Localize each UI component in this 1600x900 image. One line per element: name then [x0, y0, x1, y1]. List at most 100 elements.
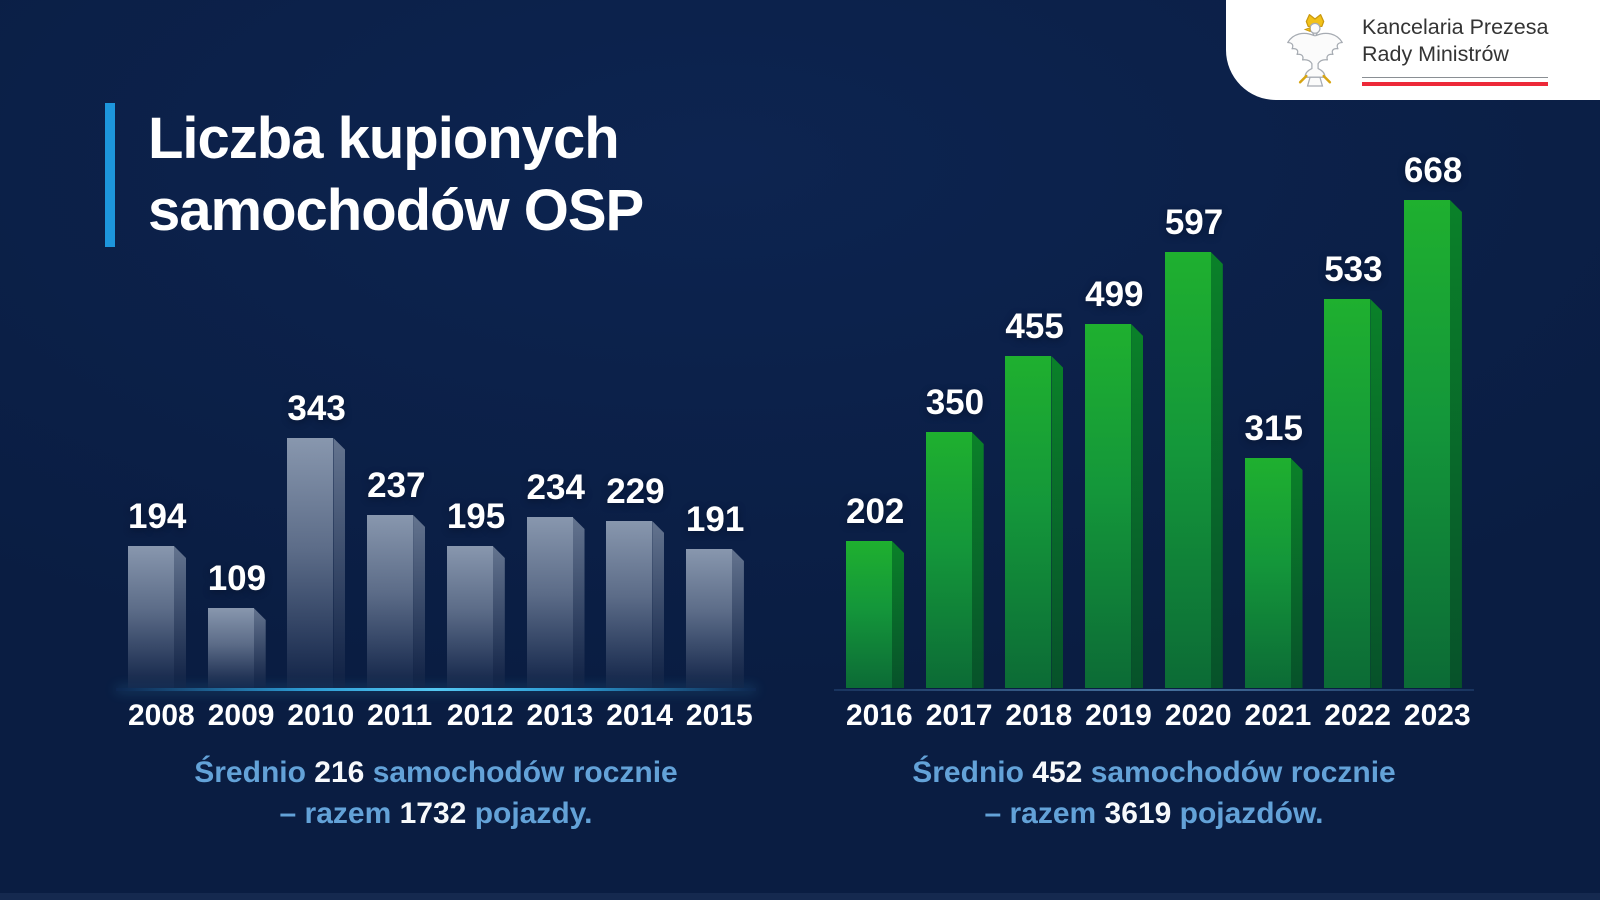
bar-face [1403, 200, 1450, 688]
bar-face [128, 546, 174, 688]
bar-group-2011: 237 [367, 128, 426, 688]
bar-value-label-2013: 234 [526, 468, 585, 507]
bar-value-label-2019: 499 [1085, 275, 1144, 314]
caption-left: Średnio 216 samochodów rocznie – razem 1… [128, 753, 744, 835]
title-block: Liczba kupionych samochodów OSP [105, 103, 644, 247]
bar-value-label-2008: 194 [128, 497, 187, 536]
axis-label-2010: 2010 [287, 699, 355, 732]
bar-side [731, 549, 744, 688]
axis-label-2021: 2021 [1244, 699, 1312, 732]
bar-face [1244, 458, 1291, 688]
bar-value-label-2022: 533 [1324, 250, 1383, 289]
bar-face [606, 521, 653, 688]
bar-2014 [606, 521, 665, 688]
caption-text: pojazdy. [474, 796, 593, 830]
axis-label-2013: 2013 [526, 699, 594, 732]
axis-label-2009: 2009 [207, 699, 275, 732]
bar-2013 [526, 517, 585, 688]
bar-value-label-2016: 202 [846, 492, 905, 531]
bar-face [685, 549, 732, 688]
caption-text: pojazdów. [1179, 796, 1324, 830]
bar-2018 [1005, 356, 1064, 688]
bar-face [925, 432, 972, 688]
bar-2020 [1164, 252, 1223, 688]
bar-group-2012: 195 [446, 128, 506, 688]
axis-label-2016: 2016 [846, 699, 913, 732]
badge-red-rule [1362, 81, 1549, 86]
x-axis-line-left [116, 688, 756, 691]
bar-2012 [446, 546, 505, 688]
bar-group-2009: 109 [207, 128, 267, 688]
bar-group-2020: 597 [1164, 128, 1224, 688]
axis-label-2015: 2015 [685, 699, 753, 732]
bar-face [526, 517, 573, 688]
plot-area-2016-2023: 202 350 455 499 597 315 533 668 [846, 128, 1462, 688]
bar-group-2015: 191 [685, 128, 745, 688]
bar-2019 [1085, 324, 1144, 688]
caption-text: Średnio [194, 756, 306, 789]
bar-value-label-2012: 195 [446, 497, 506, 536]
bar-2008 [128, 546, 186, 688]
bar-group-2016: 202 [846, 128, 904, 688]
bar-face [446, 546, 493, 688]
bar-side [1210, 252, 1223, 688]
badge-org-line1: Kancelaria Prezesa [1362, 15, 1549, 40]
bar-side [253, 608, 266, 688]
bar-face [1324, 299, 1371, 688]
caption-average-value: 216 [314, 756, 365, 789]
bar-side [492, 546, 505, 688]
badge-org-line2: Rady Ministrów [1362, 42, 1509, 66]
caption-text: – razem [279, 796, 392, 830]
x-axis-labels-right: 2016 2017 2018 2019 2020 2021 2022 2023 [846, 699, 1471, 733]
bar-value-label-2009: 109 [207, 559, 267, 598]
bottom-edge-strip [0, 893, 1600, 900]
page-title-line2: samochodów OSP [148, 177, 644, 243]
bar-side [1051, 356, 1064, 688]
bar-side [572, 517, 585, 688]
axis-label-2008: 2008 [128, 699, 195, 732]
bar-2015 [685, 549, 744, 688]
bar-side [652, 521, 665, 688]
bar-value-label-2015: 191 [685, 500, 745, 539]
bar-side [413, 515, 426, 688]
bar-group-2014: 229 [606, 128, 665, 688]
bar-group-2017: 350 [925, 128, 985, 688]
caption-right: Średnio 452 samochodów rocznie – razem 3… [846, 753, 1462, 835]
chart-2016-2023: 202 350 455 499 597 315 533 668 2016 2017 2018 201… [834, 128, 1474, 835]
axis-label-2018: 2018 [1005, 699, 1073, 732]
x-axis-labels-left: 2008 2009 2010 2011 2012 2013 2014 2015 [128, 699, 753, 733]
axis-label-2011: 2011 [367, 699, 433, 732]
bar-value-label-2020: 597 [1164, 203, 1224, 242]
bar-value-label-2017: 350 [925, 383, 985, 422]
page-title-line1: Liczba kupionych [148, 106, 620, 171]
bar-2023 [1403, 200, 1462, 688]
government-badge: Kancelaria Prezesa Rady Ministrów [1226, 0, 1600, 100]
bar-2009 [207, 608, 266, 688]
axis-label-2019: 2019 [1085, 699, 1152, 732]
bar-side [1370, 299, 1383, 688]
bar-group-2010: 343 [287, 128, 346, 688]
bar-2021 [1244, 458, 1303, 688]
bar-face [1164, 252, 1211, 688]
page-title: Liczba kupionych samochodów OSP [148, 103, 644, 247]
badge-gray-rule [1362, 76, 1549, 78]
caption-text: Średnio [912, 756, 1024, 789]
bar-2016 [846, 541, 904, 688]
bar-group-2018: 455 [1005, 128, 1064, 688]
bar-side [1449, 200, 1462, 688]
bar-face [207, 608, 254, 688]
plot-area-2008-2015: 194 109 343 237 195 234 229 191 [128, 128, 744, 688]
bar-face [287, 438, 334, 688]
bar-2011 [367, 515, 426, 688]
bar-value-label-2018: 455 [1005, 307, 1064, 346]
bar-face [1005, 356, 1052, 688]
bar-value-label-2014: 229 [606, 472, 665, 511]
bar-group-2019: 499 [1085, 128, 1144, 688]
bar-side [892, 541, 904, 688]
x-axis-line-right [834, 689, 1474, 691]
bar-face [367, 515, 414, 688]
bar-side [1131, 324, 1144, 688]
bar-face [846, 541, 892, 688]
bar-face [1085, 324, 1132, 688]
